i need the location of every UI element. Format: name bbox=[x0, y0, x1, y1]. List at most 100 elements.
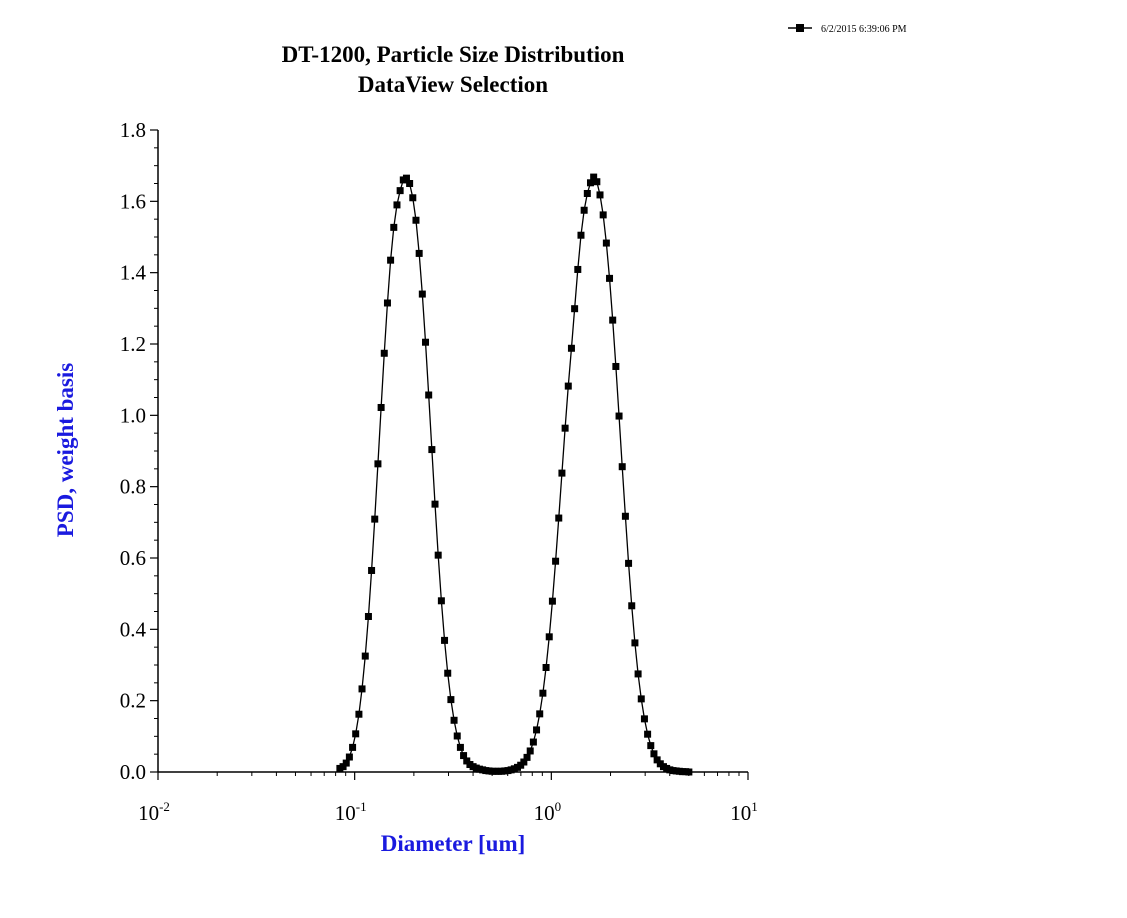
legend-series-label: 6/2/2015 6:39:06 PM bbox=[821, 24, 907, 35]
y-tick-label: 0.2 bbox=[120, 689, 146, 713]
data-point bbox=[441, 636, 449, 644]
x-tick-label: 10-2 bbox=[138, 799, 170, 825]
x-tick-base: 10 bbox=[730, 801, 751, 825]
data-point bbox=[583, 189, 591, 197]
data-point bbox=[618, 463, 626, 471]
y-tick-label: 1.0 bbox=[120, 403, 146, 427]
y-tick-label: 1.2 bbox=[120, 332, 146, 356]
data-point bbox=[561, 424, 569, 432]
y-tick-label: 0.8 bbox=[120, 475, 146, 499]
x-tick-exponent: 1 bbox=[751, 799, 758, 814]
data-point bbox=[640, 715, 648, 723]
chart-subtitle: DataView Selection bbox=[358, 72, 548, 97]
y-tick-label: 0.0 bbox=[120, 760, 146, 784]
data-point bbox=[374, 460, 382, 468]
data-point bbox=[460, 752, 468, 760]
data-point bbox=[342, 759, 350, 767]
data-point bbox=[599, 211, 607, 219]
data-point bbox=[339, 763, 347, 771]
data-point bbox=[526, 747, 534, 755]
data-point bbox=[428, 446, 436, 454]
data-point bbox=[390, 223, 398, 231]
x-tick-exponent: 0 bbox=[555, 799, 562, 814]
data-point bbox=[590, 173, 598, 181]
data-point bbox=[364, 612, 372, 620]
data-point bbox=[418, 290, 426, 298]
x-tick-label: 101 bbox=[730, 799, 758, 825]
data-point bbox=[352, 730, 360, 738]
data-point bbox=[586, 179, 594, 187]
data-point bbox=[548, 597, 556, 605]
chart-title: DT-1200, Particle Size Distribution bbox=[282, 42, 625, 67]
y-tick-label: 1.6 bbox=[120, 189, 146, 213]
data-point bbox=[571, 305, 579, 313]
x-tick-label: 10-1 bbox=[335, 799, 367, 825]
data-point bbox=[380, 349, 388, 357]
data-point bbox=[612, 362, 620, 370]
data-point bbox=[402, 174, 410, 182]
data-point bbox=[577, 231, 585, 239]
data-point bbox=[609, 316, 617, 324]
x-tick-base: 10 bbox=[335, 801, 356, 825]
data-point bbox=[625, 559, 633, 567]
data-point bbox=[383, 299, 391, 307]
series-line bbox=[339, 175, 689, 773]
data-point bbox=[355, 710, 363, 718]
data-point bbox=[596, 191, 604, 199]
data-point bbox=[533, 726, 541, 734]
data-point bbox=[634, 670, 642, 678]
data-point bbox=[631, 639, 639, 647]
data-point bbox=[406, 180, 414, 187]
data-point bbox=[602, 239, 610, 247]
x-tick-label: 100 bbox=[534, 799, 562, 825]
x-tick-base: 10 bbox=[138, 801, 159, 825]
data-point bbox=[409, 194, 417, 202]
x-tick-exponent: -2 bbox=[159, 799, 170, 814]
x-tick-exponent: -1 bbox=[356, 799, 367, 814]
data-point bbox=[574, 265, 582, 273]
y-tick-label: 0.6 bbox=[120, 546, 146, 570]
data-point bbox=[368, 566, 376, 574]
data-point bbox=[653, 756, 661, 764]
data-point bbox=[545, 633, 553, 641]
legend: 6/2/2015 6:39:06 PM bbox=[788, 24, 907, 35]
data-point bbox=[412, 216, 420, 224]
data-point bbox=[437, 597, 445, 605]
data-point bbox=[345, 753, 353, 761]
data-point bbox=[371, 515, 379, 523]
y-axis-label: PSD, weight basis bbox=[53, 363, 78, 537]
data-point bbox=[450, 716, 458, 724]
data-point bbox=[453, 732, 461, 740]
data-point bbox=[580, 206, 588, 214]
data-point bbox=[456, 743, 464, 751]
data-point bbox=[558, 469, 566, 477]
data-point bbox=[621, 512, 629, 520]
data-point bbox=[529, 738, 537, 746]
data-point bbox=[422, 338, 430, 346]
y-axis-ticks: 0.0 0.2 0.4 0.6 0.8 1.0 1.2 1.4 1.6 1.8 bbox=[120, 118, 158, 784]
data-point bbox=[444, 669, 452, 677]
x-axis-ticks: 10-2 10-1 100 101 bbox=[138, 772, 758, 825]
data-point bbox=[396, 187, 404, 195]
data-point bbox=[593, 178, 601, 186]
data-point bbox=[647, 742, 655, 750]
data-point bbox=[520, 758, 528, 766]
data-point bbox=[539, 689, 547, 697]
data-point bbox=[644, 730, 652, 738]
data-point bbox=[349, 743, 357, 751]
legend-marker-swatch bbox=[796, 24, 804, 32]
x-axis-label: Diameter [um] bbox=[381, 831, 526, 856]
data-point bbox=[615, 412, 623, 420]
data-point bbox=[606, 274, 614, 282]
y-tick-label: 0.4 bbox=[120, 617, 147, 641]
data-point bbox=[523, 753, 531, 761]
data-point bbox=[542, 664, 550, 671]
data-point bbox=[552, 557, 560, 565]
data-point bbox=[377, 403, 385, 411]
data-point bbox=[628, 602, 636, 610]
y-tick-label: 1.4 bbox=[120, 261, 147, 285]
data-point bbox=[447, 696, 455, 704]
data-point bbox=[434, 551, 442, 559]
data-point bbox=[387, 256, 395, 264]
